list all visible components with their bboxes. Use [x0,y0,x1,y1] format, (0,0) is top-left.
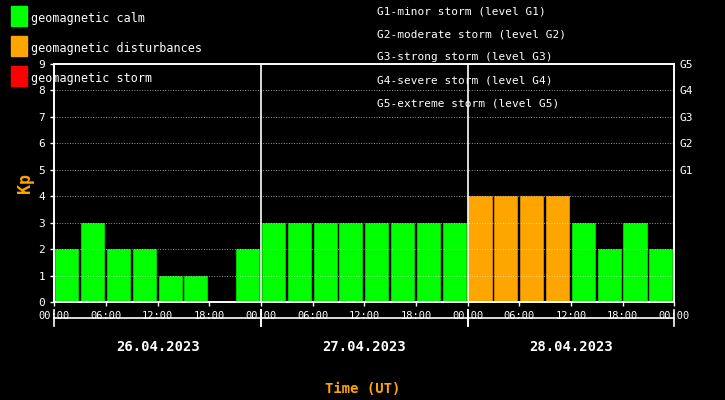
Bar [417,223,441,302]
Bar [236,249,260,302]
Text: G2-moderate storm (level G2): G2-moderate storm (level G2) [377,29,566,39]
Bar [313,223,338,302]
Bar [494,196,518,302]
Bar [468,196,492,302]
Text: 28.04.2023: 28.04.2023 [529,340,613,354]
Text: G1-minor storm (level G1): G1-minor storm (level G1) [377,6,546,16]
Text: geomagnetic calm: geomagnetic calm [31,12,145,25]
Bar [339,223,363,302]
Bar [520,196,544,302]
Text: G3-strong storm (level G3): G3-strong storm (level G3) [377,52,552,62]
Bar [55,249,79,302]
Bar [624,223,647,302]
Text: G4-severe storm (level G4): G4-severe storm (level G4) [377,76,552,86]
Text: geomagnetic disturbances: geomagnetic disturbances [31,42,202,55]
Text: 27.04.2023: 27.04.2023 [323,340,406,354]
Bar [597,249,622,302]
Text: Time (UT): Time (UT) [325,382,400,396]
Bar [288,223,312,302]
Bar [650,249,674,302]
Bar [572,223,596,302]
Bar [184,276,209,302]
Bar [365,223,389,302]
Bar [159,276,183,302]
Y-axis label: Kp: Kp [17,173,34,193]
Bar [546,196,570,302]
Bar [391,223,415,302]
Bar [107,249,131,302]
Text: geomagnetic storm: geomagnetic storm [31,72,152,85]
Text: 26.04.2023: 26.04.2023 [116,340,199,354]
Bar [443,223,467,302]
Bar [81,223,105,302]
Bar [262,223,286,302]
Text: G5-extreme storm (level G5): G5-extreme storm (level G5) [377,99,559,109]
Bar [133,249,157,302]
